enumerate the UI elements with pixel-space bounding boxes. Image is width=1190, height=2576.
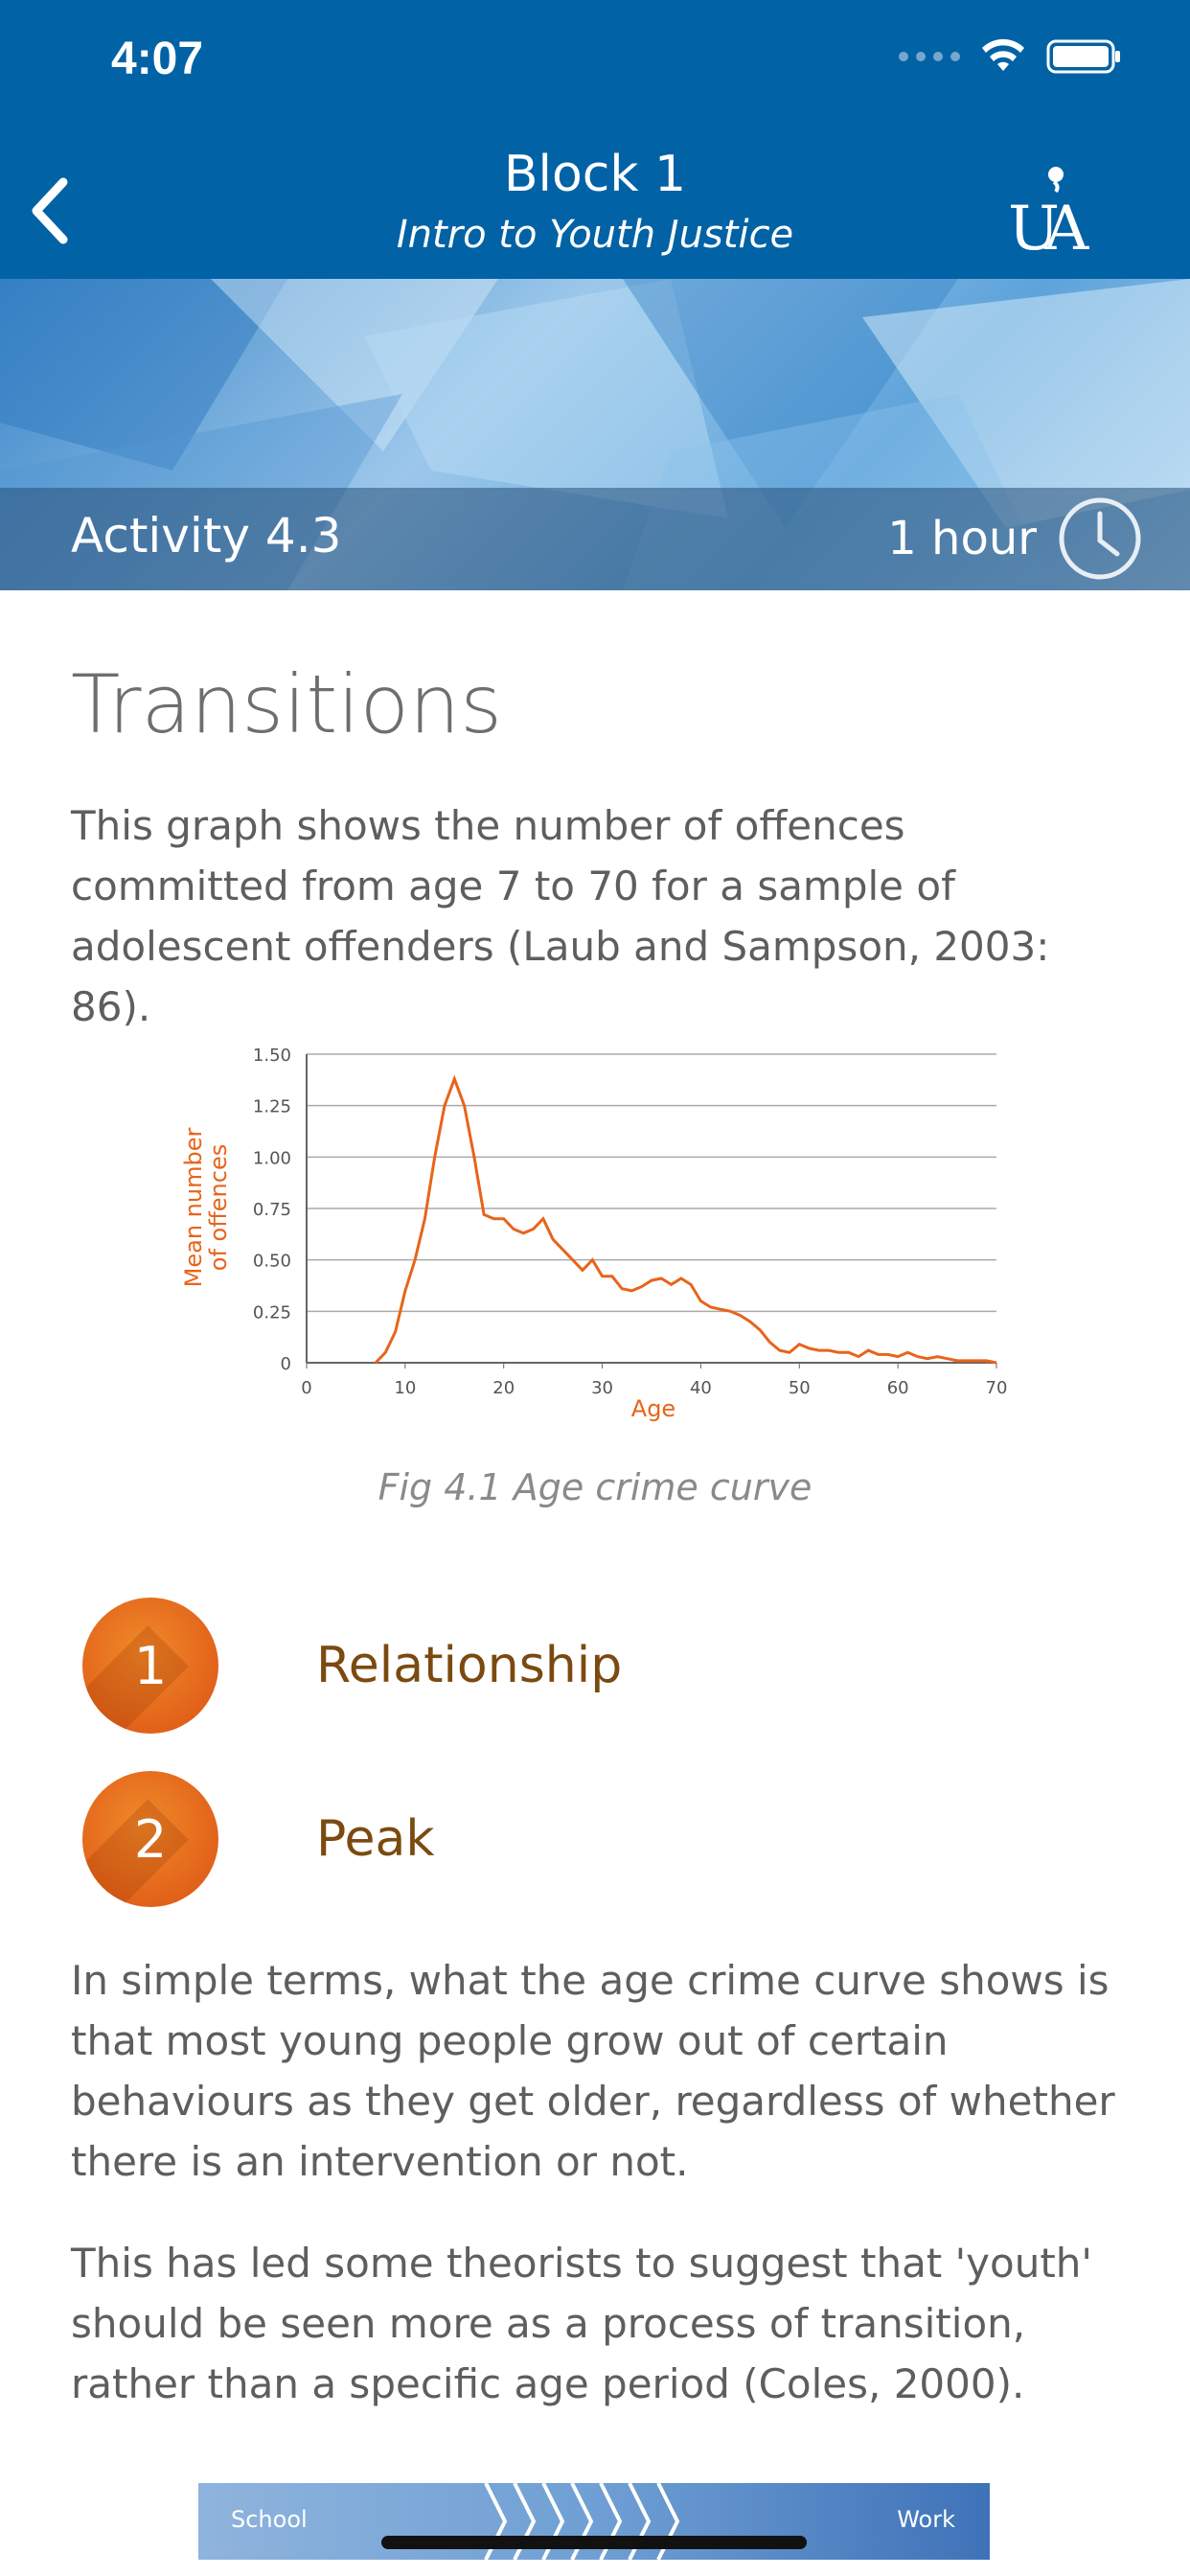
y-tick-label: 0 (281, 1354, 291, 1374)
list-item-label: Relationship (316, 1637, 623, 1694)
x-tick-label: 50 (789, 1378, 811, 1398)
svg-text:A: A (1043, 194, 1089, 259)
number-badge: 2 (82, 1771, 218, 1907)
x-tick-label: 20 (492, 1378, 515, 1398)
y-tick-label: 0.25 (253, 1302, 291, 1322)
body-paragraph: In simple terms, what the age crime curv… (71, 1957, 1115, 2185)
svg-text:U: U (1008, 194, 1060, 259)
activity-label: Activity 4.3 (71, 508, 342, 564)
battery-icon (1046, 39, 1120, 74)
list-item-relationship[interactable]: 1 Relationship (82, 1598, 622, 1734)
transition-start-label: School (231, 2506, 308, 2533)
wifi-icon (982, 38, 1024, 71)
y-tick-label: 0.50 (253, 1252, 291, 1272)
status-icons (899, 38, 1123, 75)
page-title: Transitions (71, 657, 502, 751)
x-tick-label: 60 (887, 1378, 909, 1398)
y-axis-label: Mean numberof offences (180, 1128, 232, 1288)
clock-icon (1059, 497, 1141, 580)
back-button[interactable] (23, 172, 80, 249)
number-badge: 1 (82, 1598, 218, 1734)
y-tick-label: 1.00 (253, 1148, 291, 1168)
body-paragraph: This has led some theorists to suggest t… (71, 2240, 1092, 2407)
y-tick-label: 1.50 (253, 1046, 291, 1066)
duration-label: 1 hour (887, 512, 1037, 565)
x-tick-label: 0 (301, 1378, 311, 1398)
signal-icon (899, 52, 960, 61)
x-tick-label: 30 (591, 1378, 613, 1398)
x-tick-label: 70 (986, 1378, 1008, 1398)
age-crime-curve-chart: 0 0.25 0.50 0.75 1.00 1.25 1.50 0 10 20 30 40 50 60 7… (180, 1046, 1008, 1422)
x-tick-label: 40 (690, 1378, 712, 1398)
nav-subtitle: Intro to Youth Justice (396, 213, 794, 257)
university-logo-icon: U A (1008, 167, 1089, 259)
series-line (374, 1074, 997, 1365)
activity-bar (0, 488, 1190, 590)
figure-caption: Fig 4.1 Age crime curve (378, 1466, 812, 1508)
list-item-label: Peak (316, 1810, 435, 1868)
list-item-peak[interactable]: 2 Peak (82, 1771, 434, 1907)
intro-text: This graph shows the number of offences … (71, 802, 1050, 1030)
status-time: 4:07 (111, 34, 204, 84)
y-tick-label: 0.75 (253, 1200, 291, 1220)
nav-title: Block 1 (503, 146, 687, 203)
x-axis-label: Age (631, 1395, 675, 1422)
home-indicator[interactable] (381, 2536, 807, 2549)
x-tick-label: 10 (394, 1378, 416, 1398)
y-tick-label: 1.25 (253, 1097, 291, 1117)
transition-end-label: Work (897, 2506, 955, 2533)
